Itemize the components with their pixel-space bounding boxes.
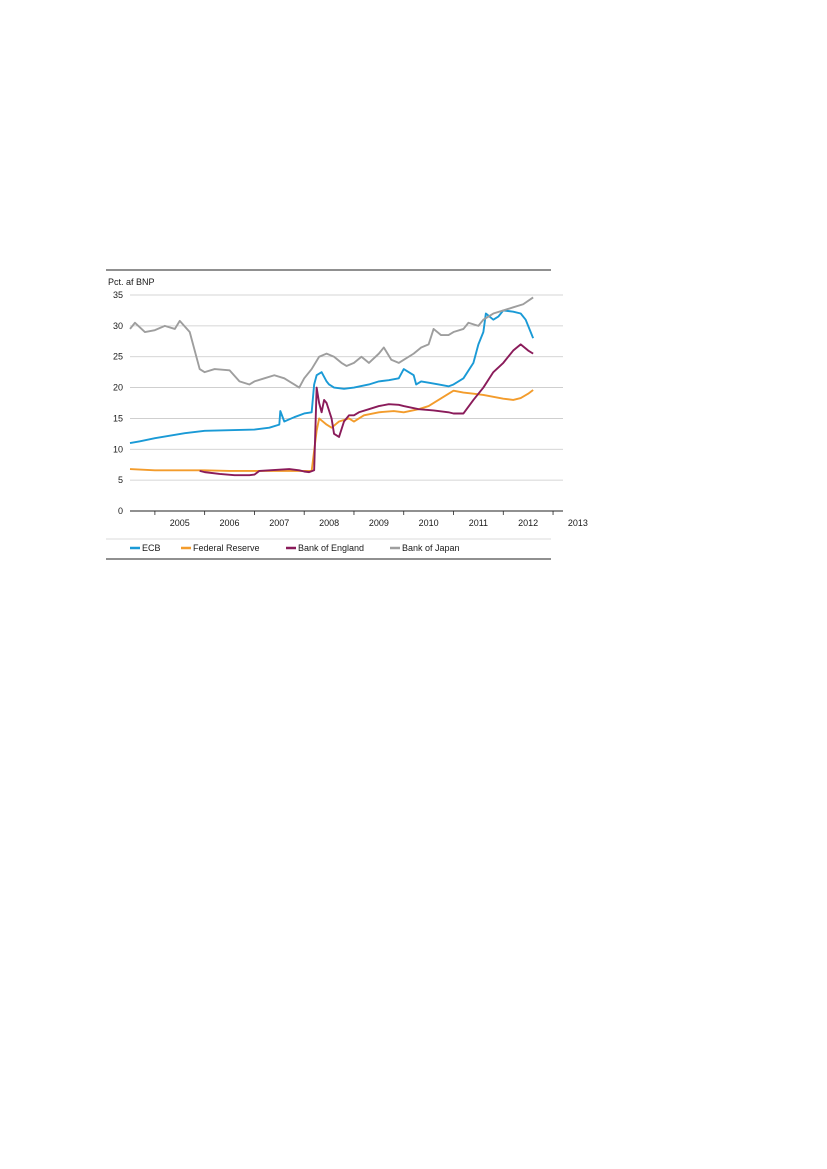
x-tick-label: 2013	[568, 518, 588, 528]
y-tick-label: 5	[118, 475, 123, 485]
y-tick-label: 30	[113, 321, 123, 331]
legend-label: Bank of England	[298, 543, 364, 553]
legend: ECB Federal Reserve Bank of England Bank of…	[130, 543, 460, 553]
y-tick-labels: 0 5 10 15 20 25 30 35	[113, 290, 123, 516]
y-axis-label: Pct. af BNP	[108, 277, 155, 287]
x-tick-label: 2008	[319, 518, 339, 528]
x-tick-label: 2006	[220, 518, 240, 528]
y-tick-label: 15	[113, 413, 123, 423]
x-tick-label: 2012	[518, 518, 538, 528]
y-tick-label: 10	[113, 444, 123, 454]
y-tick-label: 25	[113, 352, 123, 362]
y-tick-label: 35	[113, 290, 123, 300]
legend-label: Federal Reserve	[193, 543, 260, 553]
x-tick-label: 2007	[269, 518, 289, 528]
series-line-2	[199, 343, 534, 477]
legend-label: ECB	[142, 543, 161, 553]
x-tick-label: 2011	[469, 518, 488, 528]
y-tick-label: 0	[118, 506, 123, 516]
x-tick-label: 2009	[369, 518, 389, 528]
x-tick-label: 2005	[170, 518, 190, 528]
x-tick-labels: 2005 2006 2007 2008 2009 2010 2011 2012 2013	[154, 511, 588, 528]
series-line-0	[129, 309, 535, 445]
x-tick-label: 2010	[419, 518, 439, 528]
series-line-3	[129, 296, 534, 389]
y-tick-label: 20	[113, 383, 123, 393]
legend-label: Bank of Japan	[402, 543, 460, 553]
series-lines	[129, 296, 535, 477]
